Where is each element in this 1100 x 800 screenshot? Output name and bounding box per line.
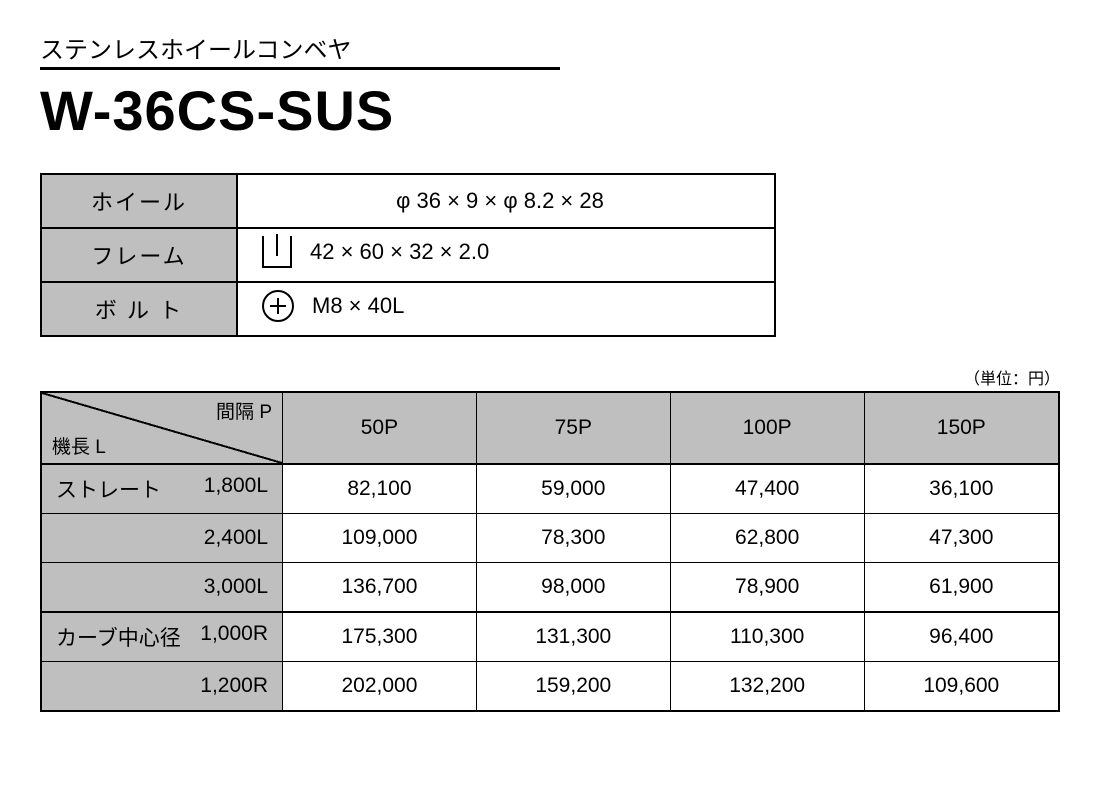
price-row-size: 1,800L [204,474,268,498]
spec-row-value: 42 × 60 × 32 × 2.0 [237,228,775,282]
price-cell: 59,000 [476,464,670,514]
price-col-header: 75P [476,392,670,464]
price-row-size: 2,400L [204,526,268,550]
price-row-size: 1,000R [200,622,268,646]
price-cell: 131,300 [476,612,670,662]
spec-row-label: ホイール [41,174,237,228]
corner-top-label: 間隔 P [216,397,272,424]
price-cell: 110,300 [670,612,864,662]
price-cell: 36,100 [864,464,1059,514]
spec-row-label: フレーム [41,228,237,282]
price-row-type: ストレート [56,474,161,504]
spec-row-value: M8 × 40L [237,282,775,336]
price-row-label: 1,200R [41,662,283,712]
price-row-label: ストレート 1,800L [41,464,283,514]
price-row-size: 3,000L [204,575,268,599]
price-corner-header: 間隔 P 機長 L [41,392,283,464]
spec-row-value: φ 36 × 9 × φ 8.2 × 28 [237,174,775,228]
price-row-label: 2,400L [41,514,283,563]
price-cell: 159,200 [476,662,670,712]
frame-icon [262,236,292,268]
corner-bottom-label: 機長 L [52,432,106,459]
spec-row-label: ボ ル ト [41,282,237,336]
price-cell: 47,300 [864,514,1059,563]
price-cell: 109,600 [864,662,1059,712]
price-cell: 98,000 [476,563,670,613]
price-cell: 175,300 [283,612,477,662]
price-cell: 78,300 [476,514,670,563]
price-col-header: 150P [864,392,1059,464]
price-cell: 132,200 [670,662,864,712]
spec-value-text: 42 × 60 × 32 × 2.0 [310,239,489,265]
price-cell: 82,100 [283,464,477,514]
spec-value-text: M8 × 40L [312,293,404,319]
price-row-type: カーブ中心径 [56,622,181,652]
price-cell: 62,800 [670,514,864,563]
price-cell: 78,900 [670,563,864,613]
bolt-icon [262,290,294,322]
price-row-label: 3,000L [41,563,283,613]
price-cell: 202,000 [283,662,477,712]
price-table: 間隔 P 機長 L 50P 75P 100P 150P ストレート 1,800L 8… [40,391,1060,712]
category-label: ステンレスホイールコンベヤ [40,30,560,70]
price-cell: 109,000 [283,514,477,563]
price-col-header: 100P [670,392,864,464]
price-cell: 136,700 [283,563,477,613]
price-col-header: 50P [283,392,477,464]
model-name: W-36CS-SUS [40,78,1060,143]
price-cell: 47,400 [670,464,864,514]
price-cell: 96,400 [864,612,1059,662]
unit-note: （単位：円） [40,365,1064,389]
price-row-size: 1,200R [200,674,268,698]
price-row-label: カーブ中心径 1,000R [41,612,283,662]
spec-table: ホイールφ 36 × 9 × φ 8.2 × 28フレーム 42 × 60 × 3… [40,173,776,337]
price-cell: 61,900 [864,563,1059,613]
